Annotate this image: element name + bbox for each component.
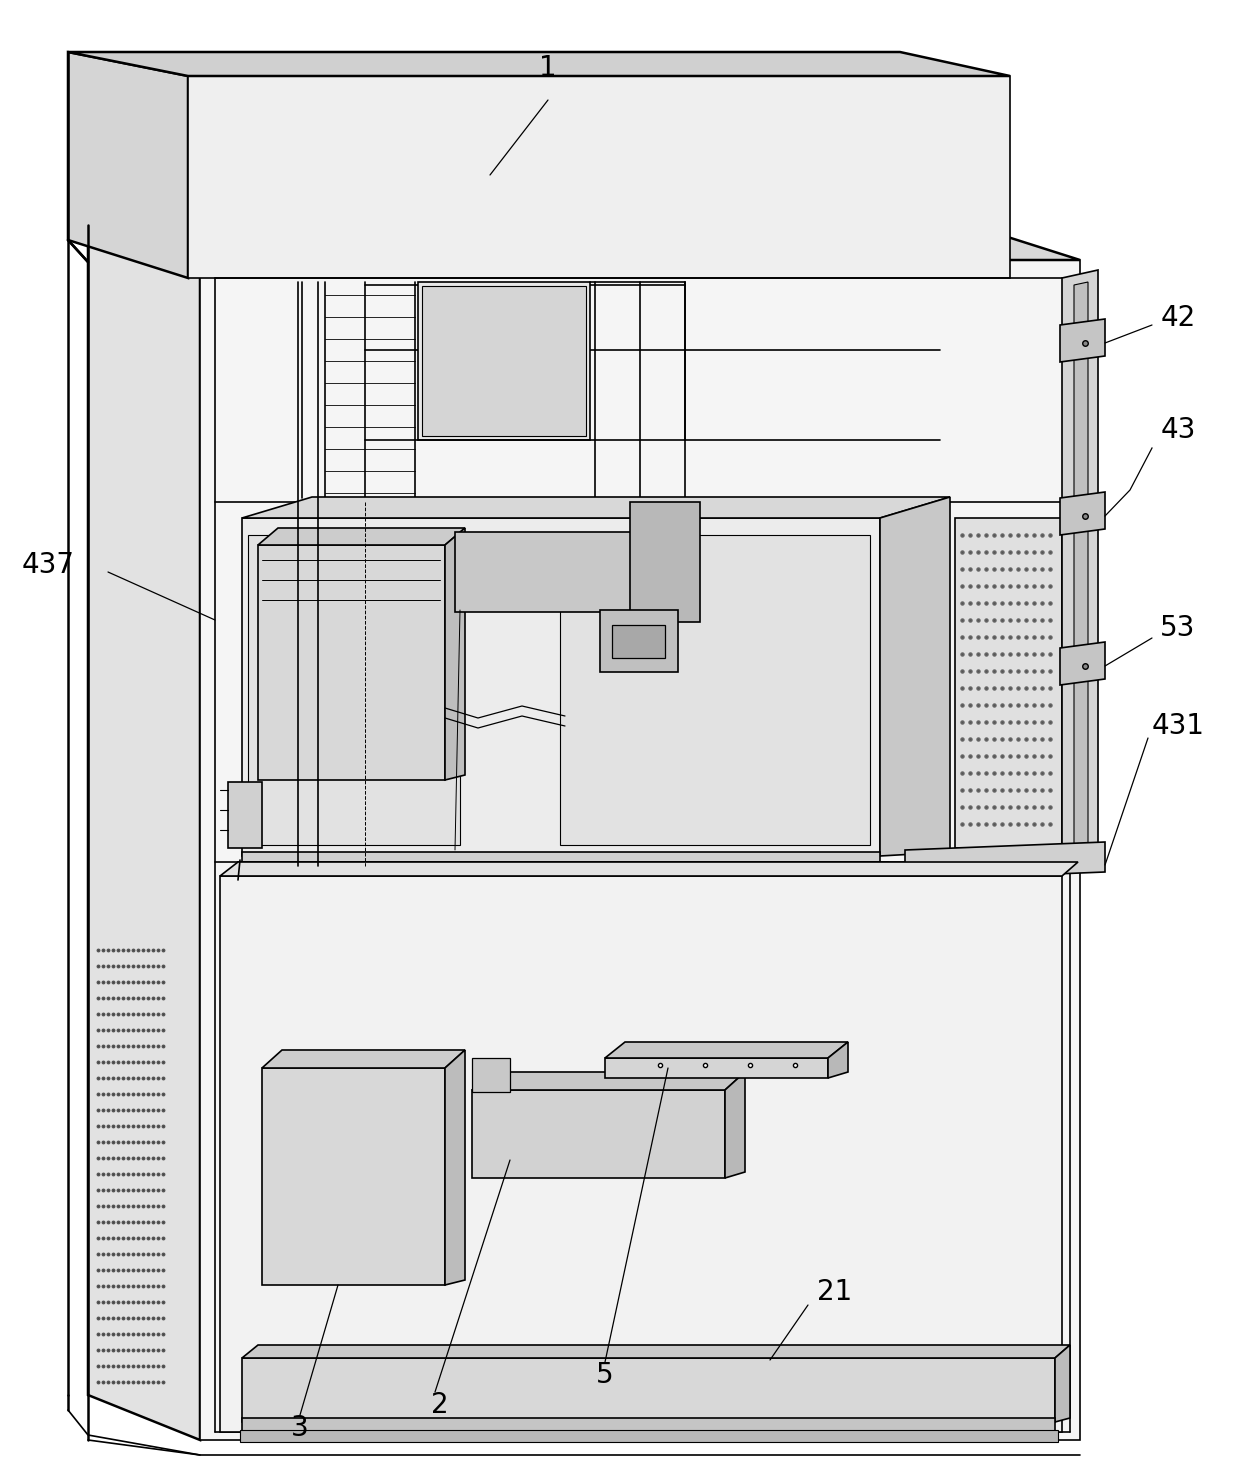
- Polygon shape: [88, 226, 200, 1439]
- Text: 21: 21: [817, 1278, 853, 1306]
- Polygon shape: [241, 1431, 1058, 1442]
- Polygon shape: [880, 497, 950, 856]
- Polygon shape: [1060, 643, 1105, 686]
- Polygon shape: [422, 286, 587, 436]
- Polygon shape: [200, 260, 1080, 1439]
- Polygon shape: [605, 1042, 848, 1058]
- Polygon shape: [258, 545, 445, 781]
- Polygon shape: [242, 1358, 1055, 1422]
- Polygon shape: [219, 862, 1078, 876]
- Polygon shape: [68, 52, 188, 278]
- Polygon shape: [560, 536, 870, 844]
- Text: 1: 1: [539, 53, 557, 82]
- Polygon shape: [1060, 493, 1105, 536]
- Polygon shape: [472, 1071, 745, 1091]
- Polygon shape: [455, 531, 694, 611]
- Polygon shape: [262, 1068, 445, 1285]
- Text: 431: 431: [1152, 712, 1204, 741]
- Polygon shape: [828, 1042, 848, 1077]
- Polygon shape: [242, 518, 880, 856]
- Polygon shape: [472, 1091, 725, 1178]
- Polygon shape: [228, 782, 262, 847]
- Text: 43: 43: [1161, 416, 1195, 444]
- Text: 2: 2: [432, 1391, 449, 1419]
- Polygon shape: [238, 862, 888, 876]
- Polygon shape: [605, 1058, 828, 1077]
- Polygon shape: [68, 52, 1011, 76]
- Polygon shape: [188, 76, 1011, 278]
- Polygon shape: [600, 610, 678, 672]
- Text: 437: 437: [21, 551, 74, 579]
- Polygon shape: [613, 625, 665, 657]
- Polygon shape: [725, 1071, 745, 1178]
- Polygon shape: [248, 536, 460, 844]
- Text: 3: 3: [291, 1414, 309, 1442]
- Polygon shape: [445, 528, 465, 781]
- Polygon shape: [88, 226, 1080, 260]
- Polygon shape: [258, 528, 465, 545]
- Polygon shape: [242, 852, 880, 862]
- Polygon shape: [242, 1345, 1070, 1358]
- Polygon shape: [242, 497, 950, 518]
- Polygon shape: [472, 1058, 510, 1092]
- Polygon shape: [445, 1051, 465, 1285]
- Polygon shape: [242, 1419, 1055, 1432]
- Polygon shape: [1061, 270, 1097, 867]
- Text: 42: 42: [1161, 304, 1195, 332]
- Text: 53: 53: [1161, 614, 1195, 643]
- Polygon shape: [955, 518, 1061, 847]
- Polygon shape: [1074, 282, 1087, 861]
- Polygon shape: [262, 1051, 465, 1068]
- Polygon shape: [905, 841, 1105, 880]
- Polygon shape: [1055, 1345, 1070, 1422]
- Polygon shape: [219, 876, 1061, 1432]
- Polygon shape: [418, 282, 590, 439]
- Polygon shape: [630, 502, 701, 622]
- Text: 5: 5: [596, 1361, 614, 1389]
- Polygon shape: [1060, 319, 1105, 362]
